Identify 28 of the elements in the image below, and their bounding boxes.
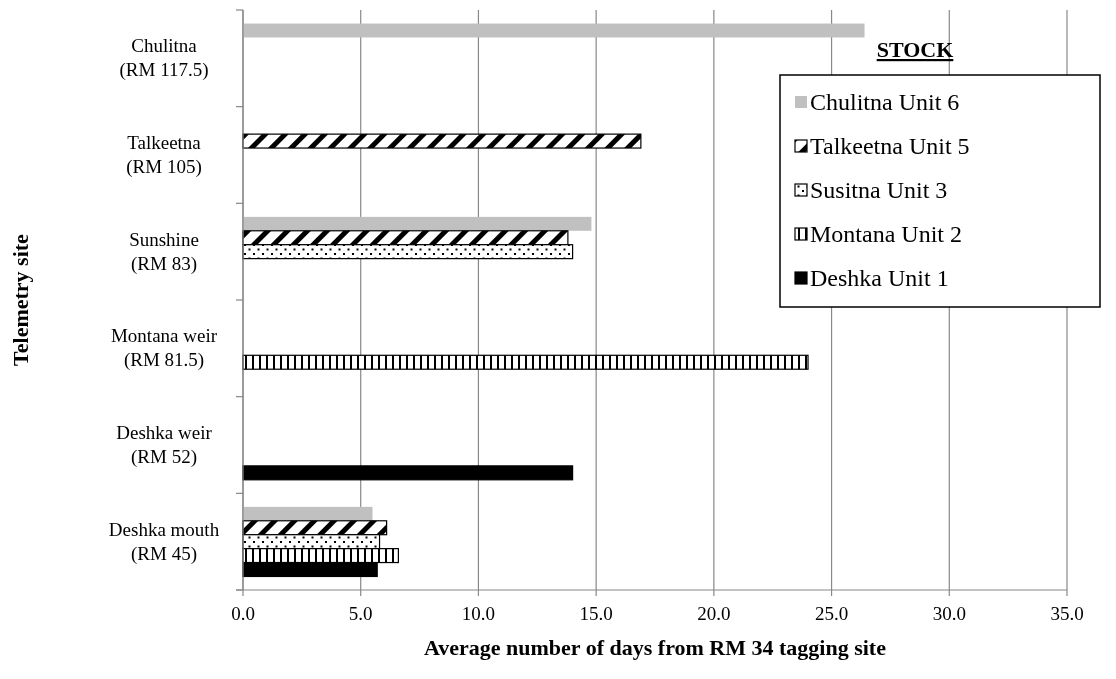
legend-title: STOCK — [876, 37, 954, 62]
legend-label: Susitna Unit 3 — [810, 177, 948, 203]
x-tick-label: 15.0 — [579, 603, 613, 624]
x-axis-title: Average number of days from RM 34 tagging site — [424, 635, 887, 660]
x-tick-label: 20.0 — [697, 603, 731, 624]
x-tick-label: 25.0 — [814, 603, 849, 624]
legend-label: Montana Unit 2 — [810, 221, 962, 247]
x-tick-label: 5.0 — [348, 603, 373, 624]
legend-label: Chulitna Unit 6 — [810, 89, 960, 115]
y-tick-label: Chulitna (RM 117.5) — [119, 35, 209, 82]
bar — [243, 23, 865, 38]
y-tick-label: Sunshine (RM 83) — [129, 228, 199, 275]
y-axis-title: Telemetry site — [8, 233, 33, 366]
legend-label: Talkeetna Unit 5 — [810, 133, 970, 159]
bar — [242, 133, 642, 149]
y-tick-label: Deshka mouth (RM 45) — [108, 518, 220, 565]
legend-label: Deshka Unit 1 — [810, 265, 949, 291]
x-tick-label: 35.0 — [1050, 603, 1084, 624]
x-tick-label: 10.0 — [461, 603, 496, 624]
bar — [242, 354, 809, 370]
x-tick-label: 0.0 — [231, 603, 255, 624]
bar — [243, 506, 373, 521]
x-tick-label: 30.0 — [932, 603, 966, 624]
bar — [242, 465, 574, 481]
y-tick-label: Deshka weir (RM 52) — [116, 422, 213, 468]
bar — [243, 216, 592, 231]
y-tick-label: Montana weir (RM 81.5) — [110, 325, 218, 372]
y-tick-label: Talkeetna (RM 105) — [126, 132, 202, 178]
